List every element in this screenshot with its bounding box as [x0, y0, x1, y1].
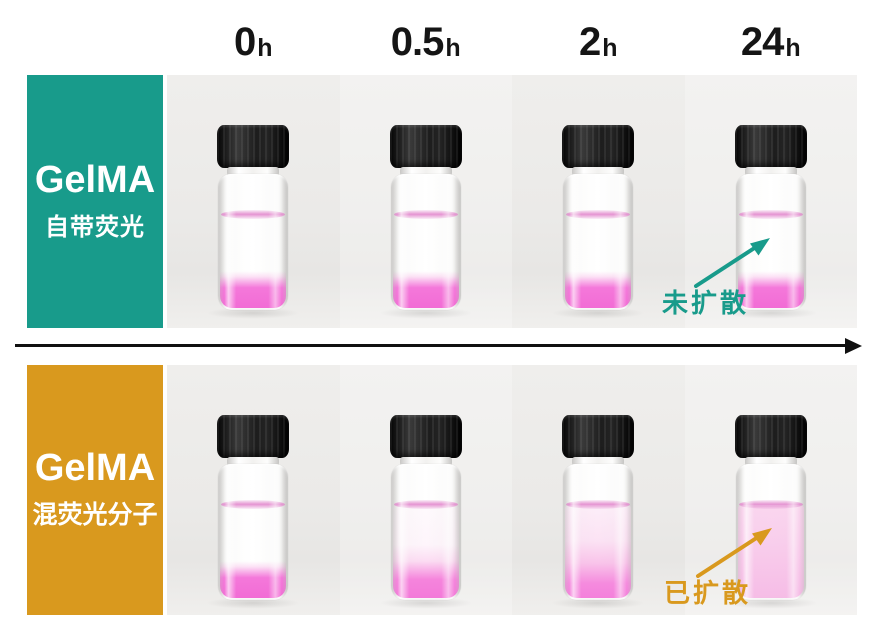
liquid-surface-line [738, 210, 803, 219]
vial-body [563, 464, 634, 600]
annotation-diffused: 已扩散 [658, 522, 798, 606]
vial-cap [734, 125, 807, 168]
vial-shadow [550, 597, 647, 609]
vial-body [563, 174, 634, 310]
time-value: 0.5 [390, 20, 445, 64]
liquid-surface-line [393, 500, 458, 509]
vial-top-0h [205, 125, 302, 319]
row-label-box-orange: GelMA 混荧光分子 [27, 365, 163, 615]
vial-bottom-05h [377, 415, 474, 609]
liquid-surface-line [221, 500, 286, 509]
vial-body [390, 464, 461, 600]
vial-bottom-2h [550, 415, 647, 609]
vial-neck [227, 457, 280, 466]
liquid-surface-line [566, 210, 631, 219]
vial-neck [744, 457, 797, 466]
liquid-column [565, 506, 632, 598]
time-value: 0 [233, 20, 256, 64]
vial-body [218, 174, 289, 310]
row-label-box-teal: GelMA 自带荧光 [27, 75, 163, 328]
vial-cap [389, 125, 462, 168]
liquid-column [220, 216, 287, 308]
time-label-24h: 24 h [685, 12, 858, 64]
liquid-surface-line [393, 210, 458, 219]
time-unit: h [445, 34, 461, 62]
vial-top-2h [550, 125, 647, 319]
time-unit: h [257, 34, 273, 62]
diffusion-arrow-icon [694, 238, 770, 288]
time-value: 2 [578, 20, 601, 64]
time-value: 24 [740, 20, 784, 64]
vial-body [218, 464, 289, 600]
liquid-column [392, 506, 459, 598]
vial-body [390, 174, 461, 310]
timeline-arrow-icon [15, 337, 862, 354]
vial-cap [734, 415, 807, 458]
row-subtitle: 混荧光分子 [32, 501, 158, 530]
photo-cell [339, 75, 512, 328]
vial-shadow [377, 307, 474, 319]
vial-shadow [722, 597, 819, 609]
liquid-surface-line [738, 500, 803, 509]
photo-cell [339, 365, 512, 615]
vial-shadow [722, 307, 819, 319]
photo-cell [167, 365, 340, 615]
time-unit: h [785, 34, 801, 62]
vial-shadow [205, 597, 302, 609]
vial-neck [744, 167, 797, 176]
vial-cap [562, 415, 635, 458]
vial-top-05h [377, 125, 474, 319]
liquid-surface-line [221, 210, 286, 219]
vial-shadow [377, 597, 474, 609]
vial-cap [389, 415, 462, 458]
annotation-not-diffused: 未扩散 [656, 232, 796, 316]
liquid-column [392, 216, 459, 308]
vial-neck [572, 457, 625, 466]
vial-neck [227, 167, 280, 176]
time-unit: h [602, 34, 618, 62]
liquid-column [565, 216, 632, 308]
annotation-label: 已扩散 [664, 578, 752, 608]
time-label-05h: 0.5 h [340, 12, 513, 64]
vial-neck [572, 167, 625, 176]
liquid-column [220, 506, 287, 598]
vial-shadow [205, 307, 302, 319]
vial-neck [399, 457, 452, 466]
vial-bottom-0h [205, 415, 302, 609]
row-title: GelMA [34, 446, 156, 489]
diffusion-arrow-icon [696, 528, 772, 578]
vial-cap [562, 125, 635, 168]
vial-shadow [550, 307, 647, 319]
vial-cap [217, 415, 290, 458]
row-subtitle: 自带荧光 [45, 214, 145, 242]
annotation-label: 未扩散 [662, 288, 750, 318]
vial-cap [217, 125, 290, 168]
liquid-surface-line [566, 500, 631, 509]
photo-cell [167, 75, 340, 328]
row-title: GelMA [34, 158, 156, 201]
vial-neck [399, 167, 452, 176]
